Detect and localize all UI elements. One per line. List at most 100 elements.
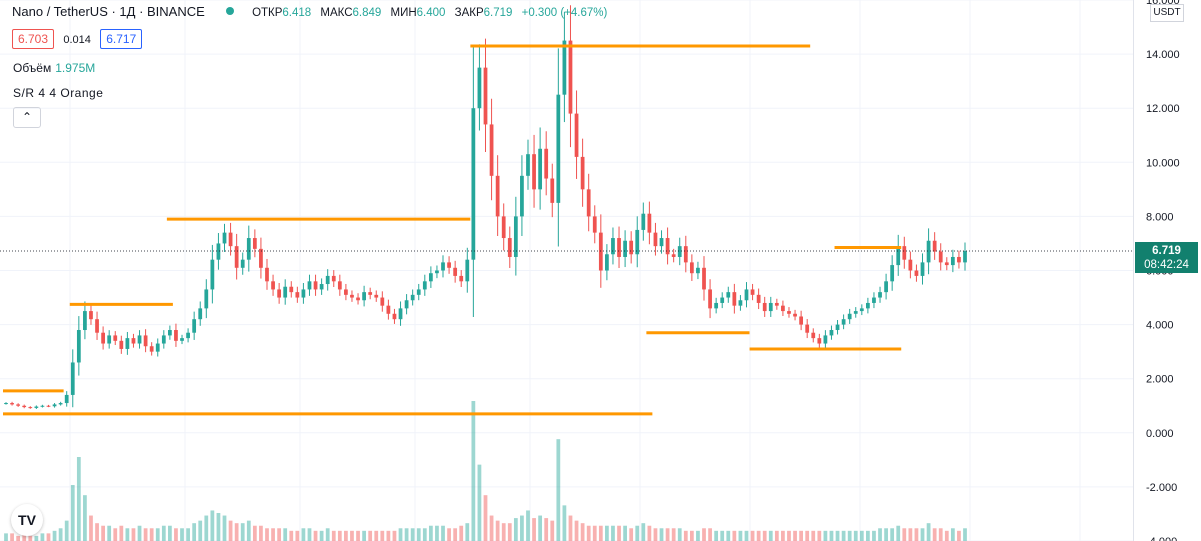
- candle: [659, 238, 664, 247]
- candle: [34, 406, 39, 408]
- candle: [805, 324, 810, 333]
- volume-bar: [944, 530, 949, 541]
- candle: [562, 40, 567, 95]
- volume-bar: [16, 535, 21, 541]
- change-value: +0.300 (+4.67%): [521, 7, 608, 19]
- volume-bar: [137, 525, 142, 541]
- candle: [513, 216, 518, 257]
- volume-bar: [829, 530, 834, 541]
- candle: [313, 281, 318, 290]
- candle: [368, 292, 373, 295]
- candle: [568, 40, 573, 114]
- volume-bar: [671, 528, 676, 541]
- indicator-legend[interactable]: S/R 4 4 Orange: [13, 86, 104, 100]
- candle: [574, 113, 579, 157]
- volume-bar: [46, 533, 51, 541]
- volume-bar: [246, 520, 251, 541]
- volume-bar: [653, 528, 658, 541]
- candle: [550, 178, 555, 203]
- candle: [198, 308, 203, 320]
- volume-bar: [938, 528, 943, 541]
- volume-bar: [325, 528, 330, 541]
- volume-bar: [847, 530, 852, 541]
- volume-bar: [738, 530, 743, 541]
- volume-bar: [756, 530, 761, 541]
- candle: [774, 302, 779, 306]
- volume-bar: [319, 530, 324, 541]
- candle: [720, 297, 725, 303]
- candle: [532, 154, 536, 190]
- collapse-legend-button[interactable]: ⌃: [13, 107, 41, 128]
- volume-bar: [835, 530, 840, 541]
- candle: [756, 294, 761, 303]
- volume-bar: [726, 530, 731, 541]
- volume-bar: [155, 528, 160, 541]
- candle: [708, 289, 712, 309]
- buy-button[interactable]: 6.717: [100, 29, 143, 49]
- high-label: МАКС: [320, 7, 353, 19]
- candle: [477, 67, 482, 109]
- candle: [592, 216, 597, 233]
- volume-bar: [404, 528, 409, 541]
- candle: [174, 330, 178, 341]
- candle: [623, 240, 627, 257]
- volume-bar: [617, 525, 621, 541]
- volume-bar: [805, 530, 810, 541]
- volume-bar: [350, 530, 354, 541]
- sell-button[interactable]: 6.703: [12, 29, 55, 49]
- candle: [556, 94, 561, 203]
- candle: [89, 311, 93, 320]
- candle: [259, 248, 263, 268]
- y-tick-label: 14.000: [1146, 49, 1180, 61]
- candle: [380, 297, 385, 306]
- volume-bar: [422, 528, 427, 541]
- volume-bar: [240, 523, 245, 541]
- candle: [386, 305, 391, 314]
- candle: [204, 289, 209, 309]
- volume-bar: [416, 528, 421, 541]
- tradingview-logo[interactable]: TV: [11, 504, 43, 536]
- volume-bar: [538, 515, 543, 541]
- y-tick-label: 8.000: [1146, 211, 1174, 223]
- candle: [101, 332, 105, 344]
- symbol-title[interactable]: Nano / TetherUS · 1Д · BINANCE: [12, 4, 205, 19]
- candle: [768, 302, 773, 312]
- volume-bar: [216, 513, 221, 541]
- volume-bar: [259, 525, 263, 541]
- volume-bar: [192, 523, 197, 541]
- candle: [161, 335, 166, 344]
- candle: [186, 332, 190, 339]
- volume-legend[interactable]: Объём 1.975M: [13, 61, 95, 75]
- volume-bar: [774, 530, 779, 541]
- candle: [471, 108, 476, 260]
- candle: [350, 294, 354, 298]
- low-value: 6.400: [416, 7, 446, 19]
- volume-bar: [234, 523, 239, 541]
- candle: [944, 262, 949, 266]
- candle: [495, 175, 500, 217]
- candle: [240, 259, 245, 268]
- candle: [435, 270, 439, 274]
- candle: [957, 256, 961, 263]
- candle: [914, 270, 919, 276]
- candle: [428, 273, 433, 282]
- volume-bar: [435, 525, 439, 541]
- volume-bar: [629, 528, 634, 541]
- candle: [665, 238, 670, 255]
- volume-bar: [550, 520, 555, 541]
- volume-bar: [859, 530, 864, 541]
- volume-bar: [902, 528, 907, 541]
- candle: [750, 289, 755, 295]
- candle: [301, 289, 306, 298]
- open-value: 6.418: [282, 7, 312, 19]
- volume-bar: [186, 528, 190, 541]
- currency-selector[interactable]: USDT: [1150, 4, 1184, 22]
- candle: [416, 289, 421, 295]
- volume-bar: [920, 528, 925, 541]
- candle: [307, 281, 312, 290]
- candle: [271, 281, 275, 290]
- volume-bar: [113, 528, 118, 541]
- volume-bar: [143, 528, 148, 541]
- volume-bar: [228, 520, 233, 541]
